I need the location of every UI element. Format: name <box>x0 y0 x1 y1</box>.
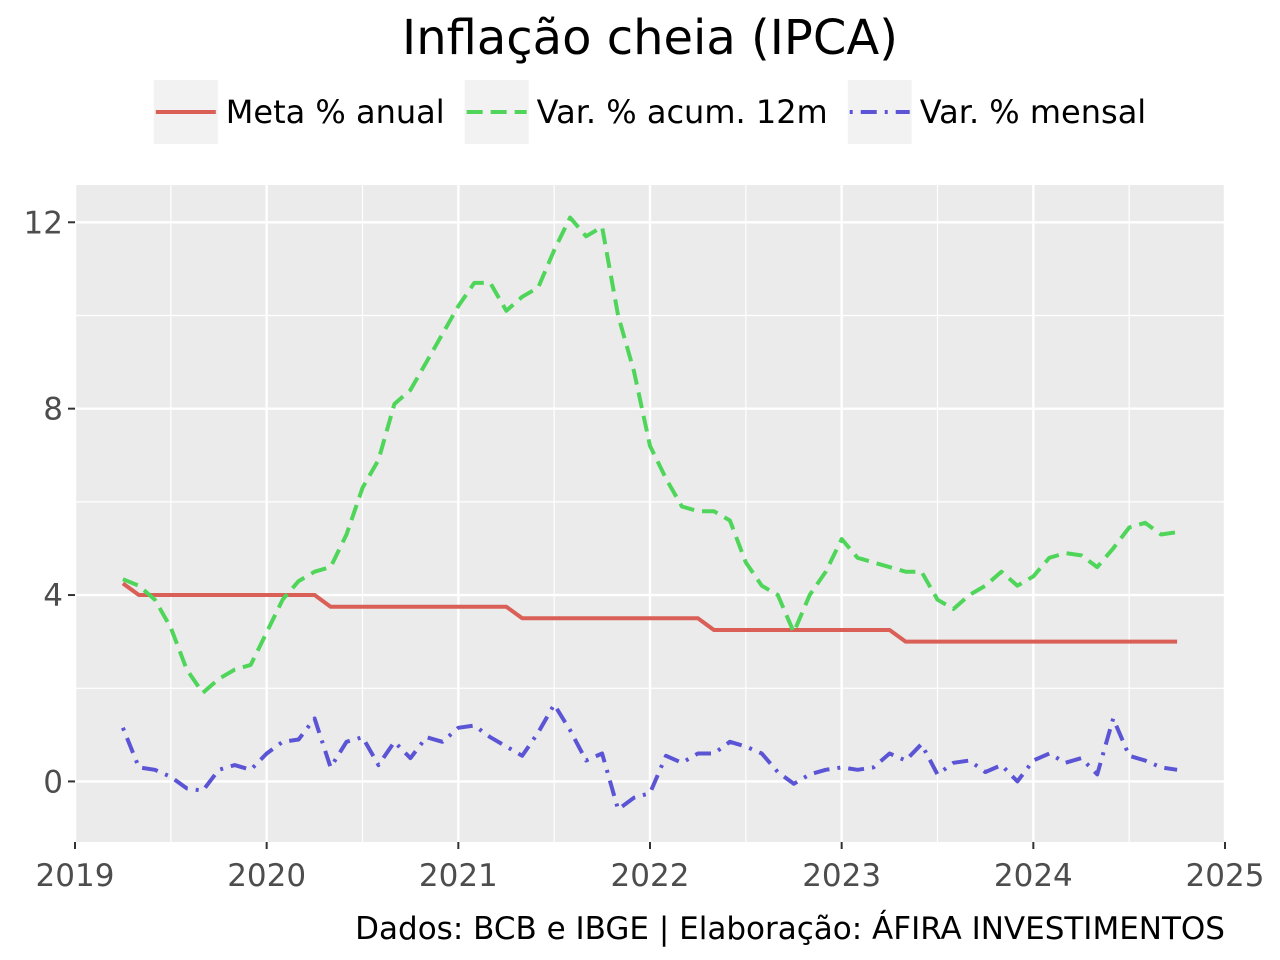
chart-title: Inflação cheia (IPCA) <box>402 10 898 66</box>
y-tick-label: 8 <box>43 392 63 428</box>
legend-label: Meta % anual <box>226 93 445 131</box>
legend-label: Var. % mensal <box>920 93 1146 131</box>
series-line-3 <box>121 702 1178 812</box>
x-tick-label: 2024 <box>994 858 1073 894</box>
x-tick-label: 2025 <box>1186 858 1265 894</box>
legend-item-2: Var. % acum. 12m <box>464 80 828 144</box>
y-tick-label: 12 <box>24 205 63 241</box>
x-tick-label: 2020 <box>227 858 306 894</box>
x-tick-label: 2021 <box>419 858 498 894</box>
x-tick-label: 2022 <box>611 858 690 894</box>
legend-item-3: Var. % mensal <box>847 80 1146 144</box>
series-line-1 <box>121 581 1178 644</box>
x-tick-label: 2019 <box>36 858 115 894</box>
y-tick-label: 4 <box>43 578 63 614</box>
x-tick-label: 2023 <box>802 858 881 894</box>
legend-item-1: Meta % anual <box>153 80 445 144</box>
legend: Meta % anual Var. % acum. 12m Var. % mensa… <box>153 80 1146 144</box>
legend-label: Var. % acum. 12m <box>537 93 828 131</box>
chart-caption: Dados: BCB e IBGE | Elaboração: ÁFIRA IN… <box>355 911 1225 947</box>
series-line-2 <box>122 215 1178 695</box>
y-tick-label: 0 <box>43 764 63 800</box>
axes: 0 4 8 12 2019 2020 2021 2022 2023 2024 2025 <box>24 205 1265 894</box>
series-layer <box>121 215 1178 812</box>
